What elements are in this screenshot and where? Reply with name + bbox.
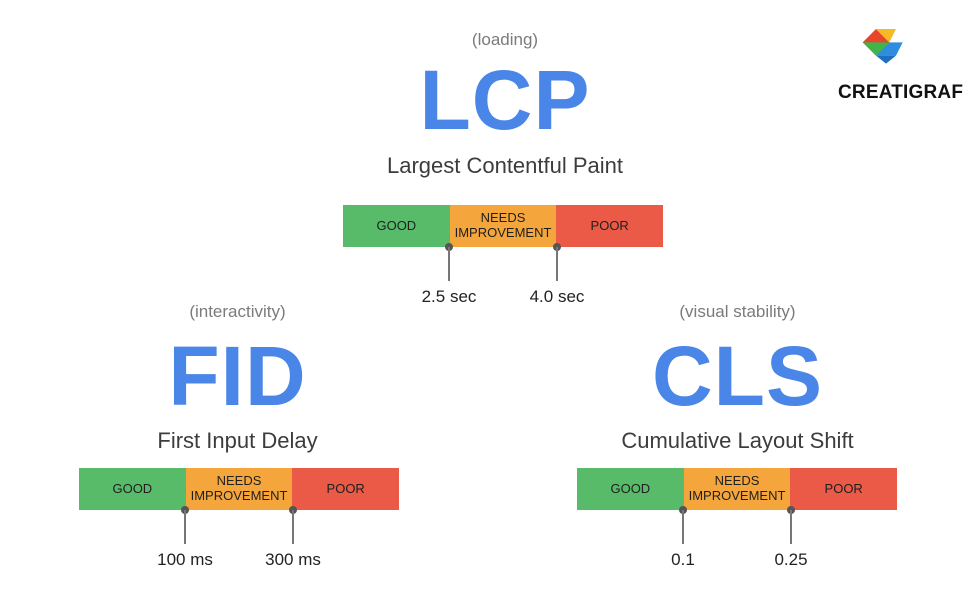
- lcp-threshold-1: 2.5 sec: [421, 287, 477, 306]
- cls-abbreviation: CLS: [652, 329, 823, 423]
- fid-needs-improvement-segment: NEEDS IMPROVEMENT: [185, 468, 293, 510]
- fid-full-name: First Input Delay: [157, 428, 318, 453]
- fid-good-segment: GOOD: [79, 468, 186, 510]
- lcp-metric: (loading) LCP Largest Contentful Paint: [330, 0, 680, 310]
- lcp-abbreviation: LCP: [419, 53, 591, 147]
- lcp-needs-improvement-segment: NEEDS IMPROVEMENT: [449, 205, 557, 247]
- lcp-threshold-bar: GOOD NEEDS IMPROVEMENT POOR: [343, 205, 664, 247]
- lcp-tick-line-2: [556, 247, 558, 281]
- cls-threshold-1: 0.1: [671, 550, 695, 569]
- cls-metric: (visual stability) CLS Cumulative Layout…: [570, 0, 905, 470]
- fid-threshold-1: 100 ms: [157, 550, 213, 569]
- cls-tick-line-1: [682, 510, 684, 544]
- fid-poor-segment: POOR: [292, 468, 400, 510]
- brand-name: CREATIGRAF: [838, 82, 964, 103]
- lcp-good-segment: GOOD: [343, 205, 450, 247]
- cls-tick-line-2: [790, 510, 792, 544]
- fid-tick-line-1: [184, 510, 186, 544]
- lcp-category: (loading): [471, 30, 539, 49]
- fid-threshold-bar: GOOD NEEDS IMPROVEMENT POOR: [79, 468, 400, 510]
- fid-category: (interactivity): [189, 302, 286, 321]
- lcp-full-name: Largest Contentful Paint: [386, 153, 624, 178]
- cls-needs-improvement-segment: NEEDS IMPROVEMENT: [683, 468, 791, 510]
- fid-tick-line-2: [292, 510, 294, 544]
- cls-good-segment: GOOD: [577, 468, 684, 510]
- creatigraf-logo-icon: [862, 29, 903, 64]
- cls-category: (visual stability): [679, 302, 796, 321]
- cls-threshold-bar: GOOD NEEDS IMPROVEMENT POOR: [577, 468, 898, 510]
- lcp-poor-segment: POOR: [556, 205, 664, 247]
- fid-abbreviation: FID: [168, 329, 307, 423]
- lcp-tick-line-1: [448, 247, 450, 281]
- cls-threshold-2: 0.25: [774, 550, 808, 569]
- cls-full-name: Cumulative Layout Shift: [621, 428, 854, 453]
- lcp-threshold-2: 4.0 sec: [529, 287, 585, 306]
- fid-metric: (interactivity) FID First Input Delay: [60, 0, 415, 470]
- cls-poor-segment: POOR: [790, 468, 898, 510]
- fid-threshold-2: 300 ms: [265, 550, 321, 569]
